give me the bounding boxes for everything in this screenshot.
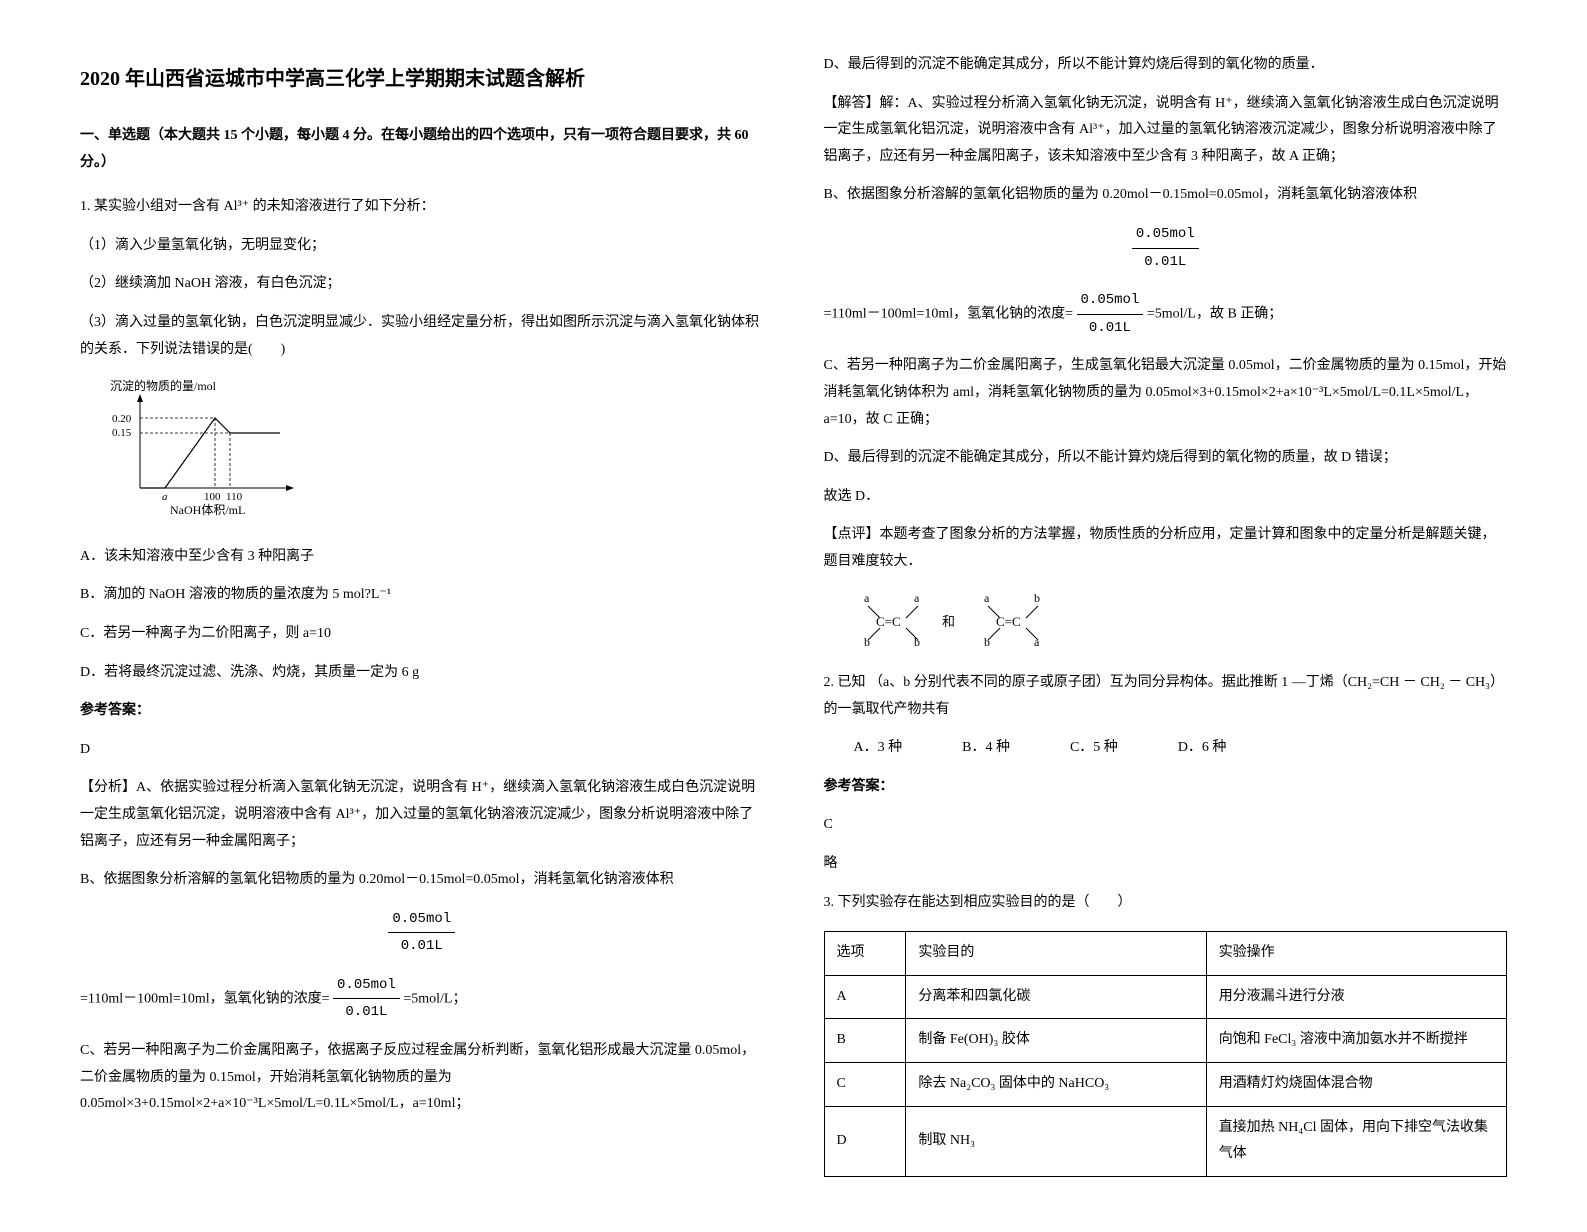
q1-optA: A．该未知溶液中至少含有 3 种阳离子 xyxy=(80,544,764,571)
right-column: D、最后得到的沉淀不能确定其成分，所以不能计算灼烧后得到的氧化物的质量． 【解答… xyxy=(824,40,1508,1192)
q1-comment: 【点评】本题考查了图象分析的方法掌握，物质性质的分析应用，定量计算和图象中的定量… xyxy=(824,522,1508,575)
q2-omit: 略 xyxy=(824,851,1508,878)
xtick-100: 100 xyxy=(204,491,221,503)
q2-molecules: a a C=C b b 和 a b C=C b a xyxy=(844,588,1508,659)
th-0: 选项 xyxy=(824,932,906,976)
q2-answer: C xyxy=(824,812,1508,839)
svg-text:a: a xyxy=(984,591,990,605)
q2-optC: C．5 种 xyxy=(1070,735,1118,762)
table-row: A 分离苯和四氯化碳 用分液漏斗进行分液 xyxy=(824,975,1507,1019)
q1-optC: C．若另一种离子为二价阳离子，则 a=10 xyxy=(80,621,764,648)
svg-text:C=C: C=C xyxy=(996,614,1021,629)
left-column: 2020 年山西省运城市中学高三化学上学期期末试题含解析 一、单选题（本大题共 … xyxy=(80,40,764,1192)
svg-text:a: a xyxy=(864,591,870,605)
svg-text:b: b xyxy=(864,635,870,648)
page-title: 2020 年山西省运城市中学高三化学上学期期末试题含解析 xyxy=(80,60,764,98)
q1-optD: D．若将最终沉淀过滤、洗涤、灼烧，其质量一定为 6 g xyxy=(80,660,764,687)
svg-text:C=C: C=C xyxy=(876,614,901,629)
q1-answer: D xyxy=(80,737,764,764)
q1-anal-B1: B、依据图象分析溶解的氢氧化铝物质的量为 0.20mol－0.15mol=0.0… xyxy=(80,867,764,894)
svg-text:b: b xyxy=(914,635,920,648)
graph-xlabel: NaOH体积/mL xyxy=(170,503,245,517)
q2-stem: 2. 已知 （a、b 分别代表不同的原子或原子团）互为同分异构体。据此推断 1 … xyxy=(824,670,1508,723)
q1-sol-A: 【解答】解：A、实验过程分析滴入氢氧化钠无沉淀，说明含有 H⁺，继续滴入氢氧化钠… xyxy=(824,91,1508,171)
q1-frac-1: 0.05mol0.01L xyxy=(80,906,764,960)
svg-text:a: a xyxy=(914,591,920,605)
q2-answer-label: 参考答案： xyxy=(824,774,1508,801)
q1-sol-B2: =110ml－100ml=10ml，氢氧化钠的浓度= 0.05mol0.01L … xyxy=(824,287,1508,341)
q1-graph: 沉淀的物质的量/mol 0.20 0.15 a 100 110 NaO xyxy=(110,378,764,529)
graph-ylabel: 沉淀的物质的量/mol xyxy=(110,378,217,393)
ytick-1: 0.15 xyxy=(112,427,132,439)
q1-answer-label: 参考答案： xyxy=(80,698,764,725)
th-2: 实验操作 xyxy=(1206,932,1506,976)
q2-optD: D．6 种 xyxy=(1178,735,1227,762)
q1-stem: 1. 某实验小组对一含有 Al³⁺ 的未知溶液进行了如下分析： xyxy=(80,194,764,221)
svg-text:a: a xyxy=(1034,635,1040,648)
section-intro: 一、单选题（本大题共 15 个小题，每小题 4 分。在每小题给出的四个选项中，只… xyxy=(80,123,764,176)
q1-step3: （3）滴入过量的氢氧化钠，白色沉淀明显减少．实验小组经定量分析，得出如图所示沉淀… xyxy=(80,310,764,363)
q2-options: A．3 种 B．4 种 C．5 种 D．6 种 xyxy=(854,735,1508,762)
q1-frac-2: 0.05mol0.01L xyxy=(824,221,1508,275)
q1-optB: B．滴加的 NaOH 溶液的物质的量浓度为 5 mol?L⁻¹ xyxy=(80,582,764,609)
q1-sol-C: C、若另一种阳离子为二价金属阳离子，生成氢氧化铝最大沉淀量 0.05mol，二价… xyxy=(824,353,1508,433)
q1-sol-end: 故选 D． xyxy=(824,484,1508,511)
table-row: B 制备 Fe(OH)₃ 胶体 向饱和 FeCl₃ 溶液中滴加氨水并不断搅拌 xyxy=(824,1019,1507,1063)
q1-step2: （2）继续滴加 NaOH 溶液，有白色沉淀； xyxy=(80,271,764,298)
q1-anal-B2: =110ml－100ml=10ml，氢氧化钠的浓度= 0.05mol0.01L … xyxy=(80,972,764,1026)
xtick-110: 110 xyxy=(226,491,243,503)
table-row: D 制取 NH₃ 直接加热 NH₄Cl 固体，用向下排空气法收集气体 xyxy=(824,1106,1507,1176)
q1-anal-C: C、若另一种阳离子为二价金属阳离子，依据离子反应过程金属分析判断，氢氧化铝形成最… xyxy=(80,1038,764,1118)
q1-anal-D: D、最后得到的沉淀不能确定其成分，所以不能计算灼烧后得到的氧化物的质量． xyxy=(824,52,1508,79)
svg-text:和: 和 xyxy=(942,614,955,629)
q3-table: 选项 实验目的 实验操作 A 分离苯和四氯化碳 用分液漏斗进行分液 B 制备 F… xyxy=(824,931,1508,1177)
svg-text:b: b xyxy=(1034,591,1040,605)
q1-sol-D: D、最后得到的沉淀不能确定其成分，所以不能计算灼烧后得到的氧化物的质量，故 D … xyxy=(824,445,1508,472)
q1-step1: （1）滴入少量氢氧化钠，无明显变化； xyxy=(80,233,764,260)
ytick-0: 0.20 xyxy=(112,413,132,425)
svg-text:b: b xyxy=(984,635,990,648)
q1-anal-A: 【分析】A、依据实验过程分析滴入氢氧化钠无沉淀，说明含有 H⁺，继续滴入氢氧化钠… xyxy=(80,775,764,855)
table-header-row: 选项 实验目的 实验操作 xyxy=(824,932,1507,976)
q1-sol-B1: B、依据图象分析溶解的氢氧化铝物质的量为 0.20mol－0.15mol=0.0… xyxy=(824,182,1508,209)
table-row: C 除去 Na₂CO₃ 固体中的 NaHCO₃ 用酒精灯灼烧固体混合物 xyxy=(824,1063,1507,1107)
xtick-a: a xyxy=(162,491,168,503)
q2-optA: A．3 种 xyxy=(854,735,903,762)
th-1: 实验目的 xyxy=(906,932,1206,976)
q3-stem: 3. 下列实验存在能达到相应实验目的的是（ ） xyxy=(824,890,1508,917)
q2-optB: B．4 种 xyxy=(962,735,1010,762)
